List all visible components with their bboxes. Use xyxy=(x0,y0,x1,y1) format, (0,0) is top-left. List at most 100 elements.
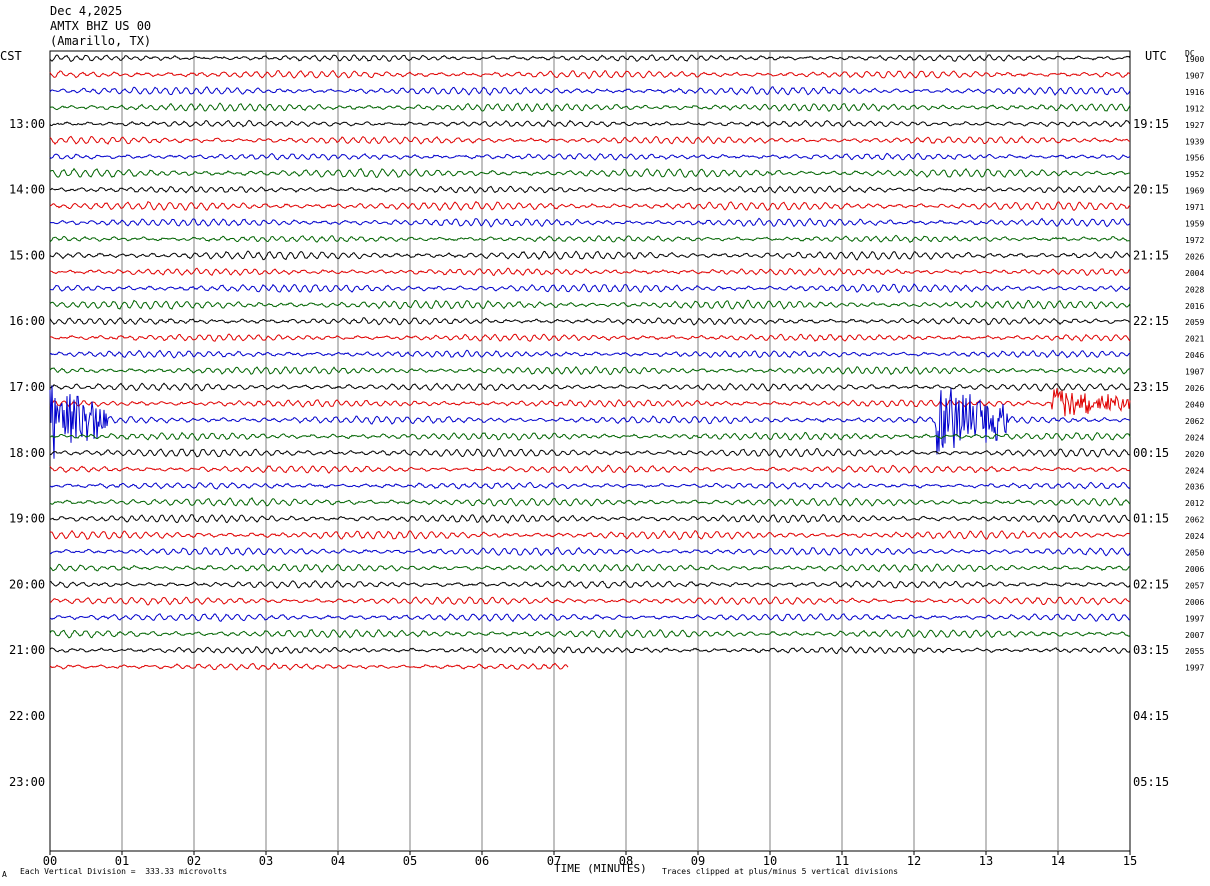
dc-offset-label: 2026 xyxy=(1185,384,1204,393)
dc-offset-label: 1939 xyxy=(1185,137,1204,146)
seismic-trace xyxy=(49,86,1131,96)
dc-offset-label: 2062 xyxy=(1185,417,1204,426)
seismic-trace xyxy=(49,481,1131,490)
x-tick-label: 03 xyxy=(259,854,273,868)
dc-offset-label: 2004 xyxy=(1185,269,1204,278)
seismic-trace xyxy=(49,646,1131,655)
seismic-trace xyxy=(49,580,1131,589)
clip-note: Traces clipped at plus/minus 5 vertical … xyxy=(662,867,899,876)
dc-offset-label: 1997 xyxy=(1185,614,1204,623)
dc-offset-label: 2024 xyxy=(1185,532,1204,541)
dc-offset-label: 1916 xyxy=(1185,88,1204,97)
seismic-trace xyxy=(49,135,1131,145)
dc-offset-label: 2062 xyxy=(1185,516,1204,525)
seismic-trace xyxy=(49,365,1131,376)
utc-hour-label: 00:15 xyxy=(1133,446,1169,460)
x-tick-label: 13 xyxy=(979,854,993,868)
dc-offset-label: 2059 xyxy=(1185,318,1204,327)
dc-offset-label: 2050 xyxy=(1185,549,1204,558)
x-tick-label: 06 xyxy=(475,854,489,868)
dc-offset-label: 2007 xyxy=(1185,631,1204,640)
x-tick-label: 15 xyxy=(1123,854,1137,868)
cst-hour-label: 16:00 xyxy=(9,314,45,328)
dc-offset-label: 2006 xyxy=(1185,598,1204,607)
dc-label: DC xyxy=(1185,49,1195,58)
x-tick-label: 01 xyxy=(115,854,129,868)
seismic-trace xyxy=(49,662,569,671)
dc-offset-label: 2036 xyxy=(1185,483,1204,492)
x-tick-label: 12 xyxy=(907,854,921,868)
seismic-trace xyxy=(49,613,1130,623)
x-tick-label: 14 xyxy=(1051,854,1065,868)
seismic-trace xyxy=(49,464,1131,474)
seismic-trace xyxy=(49,167,1130,178)
dc-offset-label: 1971 xyxy=(1185,203,1204,212)
seismic-trace xyxy=(49,388,1131,417)
seismic-trace xyxy=(49,217,1131,228)
x-tick-label: 02 xyxy=(187,854,201,868)
seismic-trace xyxy=(50,333,1131,342)
cst-hour-label: 17:00 xyxy=(9,380,45,394)
seismic-trace xyxy=(49,546,1131,557)
x-axis-title: TIME (MINUTES) xyxy=(554,862,647,875)
dc-offset-label: 1900 xyxy=(1185,55,1204,64)
dc-offset-label: 2016 xyxy=(1185,302,1204,311)
cst-hour-label: 19:00 xyxy=(9,512,45,526)
utc-hour-label: 02:15 xyxy=(1133,577,1169,591)
cst-hour-label: 23:00 xyxy=(9,775,45,789)
x-tick-label: 08 xyxy=(619,854,633,868)
dc-offset-label: 2006 xyxy=(1185,565,1204,574)
seismic-trace xyxy=(49,267,1131,277)
seismic-trace xyxy=(49,317,1131,326)
utc-hour-label: 21:15 xyxy=(1133,248,1169,262)
utc-hour-label: 03:15 xyxy=(1133,643,1169,657)
seismic-trace xyxy=(49,431,1131,441)
cst-hour-label: 21:00 xyxy=(9,643,45,657)
x-tick-label: 05 xyxy=(403,854,417,868)
seismic-trace xyxy=(49,250,1131,261)
seismic-trace xyxy=(49,349,1131,359)
x-tick-label: 11 xyxy=(835,854,849,868)
seismic-trace xyxy=(49,299,1131,310)
dc-offset-label: 1907 xyxy=(1185,71,1204,80)
scale-note: Each Vertical Division = 333.33 microvol… xyxy=(20,867,228,876)
dc-offset-label: 2046 xyxy=(1185,351,1204,360)
cst-hour-label: 14:00 xyxy=(9,183,45,197)
seismic-trace xyxy=(49,497,1131,507)
seismic-trace xyxy=(49,513,1131,524)
seismic-trace xyxy=(49,529,1131,541)
date-label: Dec 4,2025 xyxy=(50,4,123,18)
dc-offset-label: 1907 xyxy=(1185,368,1204,377)
seismic-trace xyxy=(49,119,1131,128)
x-tick-label: 09 xyxy=(691,854,705,868)
seismic-trace xyxy=(49,234,1131,244)
utc-hour-label: 22:15 xyxy=(1133,314,1169,328)
x-tick-label: 10 xyxy=(763,854,777,868)
dc-offset-label: 2021 xyxy=(1185,335,1204,344)
plot-frame xyxy=(49,50,1131,852)
seismic-trace xyxy=(49,152,1131,161)
x-tick-label: 07 xyxy=(547,854,561,868)
dc-offset-label: 1959 xyxy=(1185,220,1204,229)
seismic-trace xyxy=(49,185,1131,194)
right-timezone-label: UTC xyxy=(1145,49,1167,63)
seismic-trace xyxy=(49,200,1131,212)
dc-offset-label: 2026 xyxy=(1185,252,1204,261)
dc-offset-label: 2020 xyxy=(1185,450,1204,459)
utc-hour-label: 19:15 xyxy=(1133,117,1169,131)
seismic-trace xyxy=(49,283,1131,294)
corner-mark: A xyxy=(2,870,7,879)
dc-offset-label: 2055 xyxy=(1185,647,1204,656)
cst-hour-label: 15:00 xyxy=(9,248,45,262)
cst-hour-label: 18:00 xyxy=(9,446,45,460)
dc-offset-label: 1927 xyxy=(1185,121,1204,130)
dc-offset-label: 2024 xyxy=(1185,466,1204,475)
utc-hour-label: 01:15 xyxy=(1133,512,1169,526)
seismic-trace xyxy=(49,102,1131,113)
dc-offset-label: 2012 xyxy=(1185,499,1204,508)
seismic-trace xyxy=(49,563,1131,573)
utc-hour-label: 23:15 xyxy=(1133,380,1169,394)
seismic-trace xyxy=(49,596,1131,606)
